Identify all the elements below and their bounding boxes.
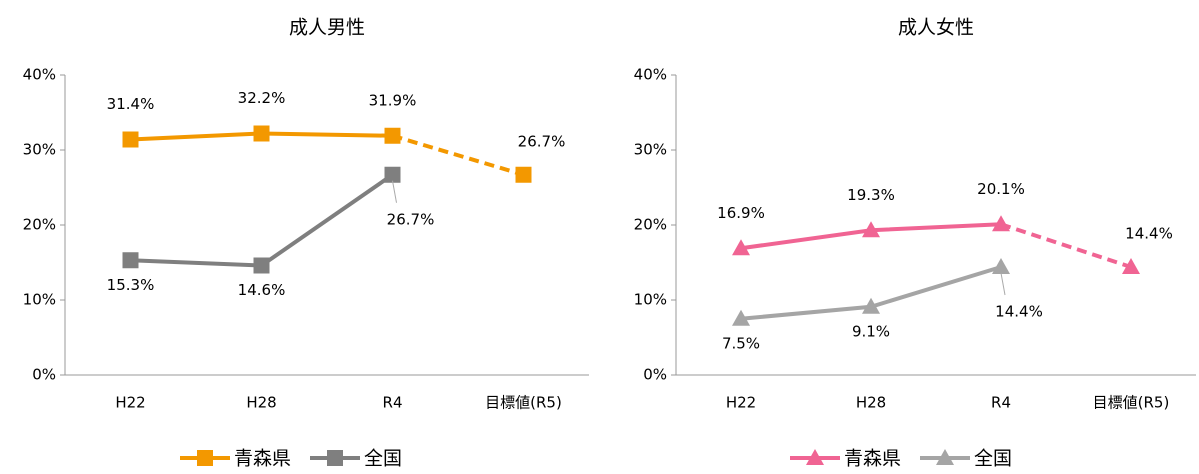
y-tick-label: 40% [634,66,667,84]
data-label: 26.7% [518,132,566,150]
legend-marker [806,449,824,465]
data-label: 14.4% [995,303,1043,321]
data-label: 32.2% [238,89,286,107]
legend-marker [197,450,213,466]
data-point [384,127,401,144]
data-point [862,221,880,238]
legend-marker [936,449,954,465]
y-tick-label: 20% [634,216,667,234]
chart-title: 成人女性 [898,17,974,39]
legend-label: 青森県 [844,448,901,470]
data-point [992,258,1010,274]
data-label: 15.3% [107,276,155,294]
series-line [130,173,394,268]
data-label: 16.9% [717,204,765,222]
x-tick-label: R4 [991,394,1011,412]
data-point [732,309,750,326]
y-tick-label: 20% [23,216,56,234]
x-tick-label: H28 [856,394,886,412]
y-tick-label: 30% [23,141,56,159]
data-label: 14.6% [238,281,286,299]
data-point [862,297,880,314]
data-point [122,131,139,148]
data-point [515,166,532,183]
data-point [122,252,139,269]
x-tick-label: 目標値(R5) [1093,394,1170,412]
legend-label: 全国 [364,448,402,470]
data-label: 26.7% [387,210,435,228]
data-point [253,125,270,142]
chart-title: 成人男性 [289,17,365,39]
y-tick-label: 10% [634,291,667,309]
x-tick-label: 目標値(R5) [485,394,562,412]
legend-label: 青森県 [234,448,291,470]
data-point [253,257,270,274]
y-tick-label: 30% [634,141,667,159]
legend-marker [327,450,343,466]
data-point [732,239,750,256]
y-tick-label: 0% [32,366,56,384]
leader-line [1000,272,1006,296]
data-label: 9.1% [852,322,890,340]
leader-line [392,180,397,203]
data-label: 20.1% [977,180,1025,198]
x-tick-label: H22 [726,394,756,412]
data-label: 31.4% [107,95,155,113]
data-point [1122,258,1140,274]
legend-label: 全国 [974,448,1012,470]
data-label: 31.9% [369,91,417,109]
data-label: 7.5% [722,334,760,352]
data-label: 14.4% [1125,225,1173,243]
x-tick-label: H22 [115,394,145,412]
target-line [391,133,525,177]
x-tick-label: R4 [383,394,403,412]
y-tick-label: 40% [23,66,56,84]
data-point [992,215,1010,232]
y-tick-label: 0% [643,366,667,384]
y-tick-label: 10% [23,291,56,309]
data-label: 19.3% [847,186,895,204]
x-tick-label: H28 [246,394,276,412]
target-line [1000,222,1132,269]
data-point [384,166,401,183]
